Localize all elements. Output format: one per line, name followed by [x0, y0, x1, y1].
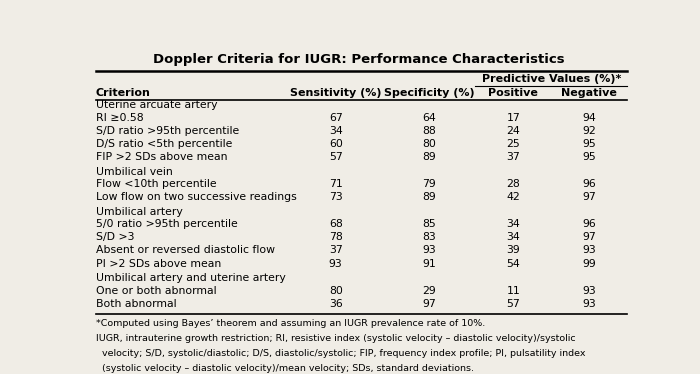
Text: 95: 95: [582, 152, 596, 162]
Text: 99: 99: [582, 258, 596, 269]
Text: 34: 34: [329, 126, 342, 136]
Text: Umbilical artery and uterine artery: Umbilical artery and uterine artery: [96, 273, 286, 283]
Text: 88: 88: [422, 126, 436, 136]
Text: 5/0 ratio >95th percentile: 5/0 ratio >95th percentile: [96, 219, 237, 229]
Text: PI >2 SDs above mean: PI >2 SDs above mean: [96, 258, 221, 269]
Text: 25: 25: [507, 139, 520, 149]
Text: 67: 67: [329, 113, 342, 123]
Text: 96: 96: [582, 179, 596, 189]
Text: Low flow on two successive readings: Low flow on two successive readings: [96, 192, 296, 202]
Text: 96: 96: [582, 219, 596, 229]
Text: 54: 54: [507, 258, 520, 269]
Text: 42: 42: [507, 192, 520, 202]
Text: 24: 24: [507, 126, 520, 136]
Text: 34: 34: [507, 232, 520, 242]
Text: Negative: Negative: [561, 88, 617, 98]
Text: 71: 71: [329, 179, 342, 189]
Text: 39: 39: [507, 245, 520, 255]
Text: velocity; S/D, systolic/diastolic; D/S, diastolic/systolic; FIP, frequency index: velocity; S/D, systolic/diastolic; D/S, …: [96, 349, 585, 358]
Text: 37: 37: [507, 152, 520, 162]
Text: 57: 57: [329, 152, 342, 162]
Text: (systolic velocity – diastolic velocity)/mean velocity; SDs, standard deviations: (systolic velocity – diastolic velocity)…: [96, 364, 474, 373]
Text: 83: 83: [422, 232, 436, 242]
Text: IUGR, intrauterine growth restriction; RI, resistive index (systolic velocity – : IUGR, intrauterine growth restriction; R…: [96, 334, 575, 343]
Text: 93: 93: [329, 258, 342, 269]
Text: 57: 57: [507, 298, 520, 309]
Text: Absent or reversed diastolic flow: Absent or reversed diastolic flow: [96, 245, 274, 255]
Text: S/D >3: S/D >3: [96, 232, 134, 242]
Text: 68: 68: [329, 219, 342, 229]
Text: 93: 93: [582, 298, 596, 309]
Text: Flow <10th percentile: Flow <10th percentile: [96, 179, 216, 189]
Text: S/D ratio >95th percentile: S/D ratio >95th percentile: [96, 126, 239, 136]
Text: Uterine arcuate artery: Uterine arcuate artery: [96, 100, 217, 110]
Text: Positive: Positive: [489, 88, 538, 98]
Text: 80: 80: [422, 139, 436, 149]
Text: 95: 95: [582, 139, 596, 149]
Text: 28: 28: [507, 179, 520, 189]
Text: 64: 64: [422, 113, 436, 123]
Text: Criterion: Criterion: [96, 88, 150, 98]
Text: 73: 73: [329, 192, 342, 202]
Text: Specificity (%): Specificity (%): [384, 88, 475, 98]
Text: Both abnormal: Both abnormal: [96, 298, 176, 309]
Text: 60: 60: [329, 139, 342, 149]
Text: 80: 80: [329, 285, 342, 295]
Text: 29: 29: [422, 285, 436, 295]
Text: Doppler Criteria for IUGR: Performance Characteristics: Doppler Criteria for IUGR: Performance C…: [153, 53, 565, 66]
Text: 85: 85: [422, 219, 436, 229]
Text: 34: 34: [507, 219, 520, 229]
Text: 92: 92: [582, 126, 596, 136]
Text: 36: 36: [329, 298, 342, 309]
Text: FIP >2 SDs above mean: FIP >2 SDs above mean: [96, 152, 227, 162]
Text: One or both abnormal: One or both abnormal: [96, 285, 216, 295]
Text: 93: 93: [422, 245, 436, 255]
Text: 93: 93: [582, 285, 596, 295]
Text: 91: 91: [422, 258, 436, 269]
Text: 93: 93: [582, 245, 596, 255]
Text: 89: 89: [422, 192, 436, 202]
Text: RI ≥0.58: RI ≥0.58: [96, 113, 144, 123]
Text: 89: 89: [422, 152, 436, 162]
Text: 17: 17: [507, 113, 520, 123]
Text: 37: 37: [329, 245, 342, 255]
Text: Umbilical artery: Umbilical artery: [96, 206, 183, 217]
Text: Umbilical vein: Umbilical vein: [96, 166, 172, 177]
Text: D/S ratio <5th percentile: D/S ratio <5th percentile: [96, 139, 232, 149]
Text: 78: 78: [329, 232, 342, 242]
Text: 11: 11: [507, 285, 520, 295]
Text: Sensitivity (%): Sensitivity (%): [290, 88, 382, 98]
Text: 97: 97: [422, 298, 436, 309]
Text: 97: 97: [582, 192, 596, 202]
Text: 94: 94: [582, 113, 596, 123]
Text: 79: 79: [422, 179, 436, 189]
Text: 97: 97: [582, 232, 596, 242]
Text: *Computed using Bayes’ theorem and assuming an IUGR prevalence rate of 10%.: *Computed using Bayes’ theorem and assum…: [96, 319, 485, 328]
Text: Predictive Values (%)*: Predictive Values (%)*: [482, 74, 621, 85]
